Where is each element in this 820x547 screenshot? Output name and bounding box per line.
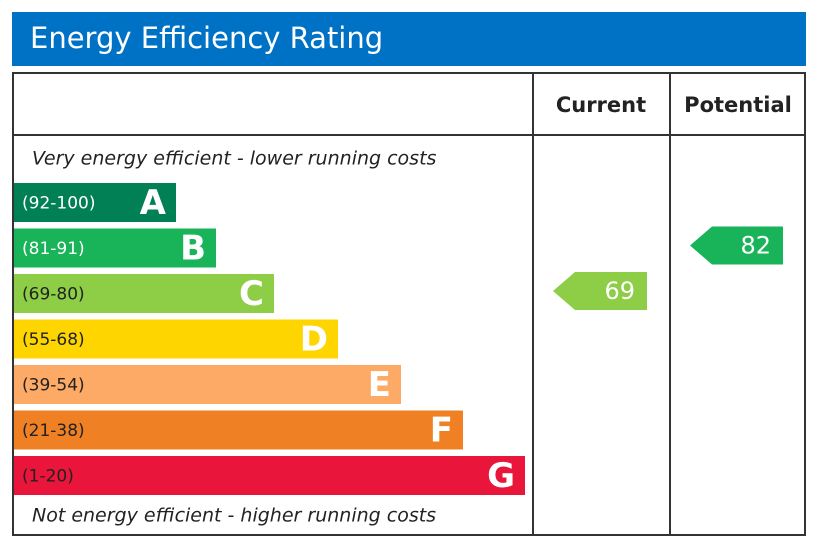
band-bar — [14, 274, 274, 313]
band-range: (92-100) — [22, 194, 95, 214]
band-range: (39-54) — [22, 376, 85, 396]
top-note: Very energy efficient - lower running co… — [32, 148, 437, 170]
band-range: (55-68) — [22, 330, 85, 350]
band-bar — [14, 228, 216, 268]
table-border — [12, 72, 806, 536]
band-bar — [14, 183, 176, 222]
rating-arrow — [690, 226, 783, 265]
band-bar — [14, 456, 525, 495]
band-bar — [14, 410, 463, 450]
title: Energy Efficiency Rating — [30, 21, 383, 55]
band-letter: E — [368, 365, 391, 405]
rating-value: 82 — [740, 232, 771, 260]
band-letter: D — [300, 320, 328, 360]
band-bar — [14, 365, 401, 404]
rating-value: 69 — [604, 277, 635, 305]
band-bar — [14, 319, 338, 359]
band-range: (81-91) — [22, 239, 85, 259]
rating-arrow — [553, 272, 647, 310]
band-range: (1-20) — [22, 467, 74, 487]
title-bar — [12, 12, 806, 66]
band-letter: F — [430, 411, 453, 451]
band-range: (69-80) — [22, 285, 85, 305]
bottom-note: Not energy efficient - higher running co… — [32, 505, 436, 527]
header-potential: Potential — [684, 93, 792, 117]
band-letter: C — [239, 274, 264, 314]
band-letter: A — [140, 183, 167, 223]
band-range: (21-38) — [22, 421, 85, 441]
header-current: Current — [556, 93, 646, 117]
band-letter: G — [487, 456, 515, 496]
band-letter: B — [180, 229, 206, 269]
